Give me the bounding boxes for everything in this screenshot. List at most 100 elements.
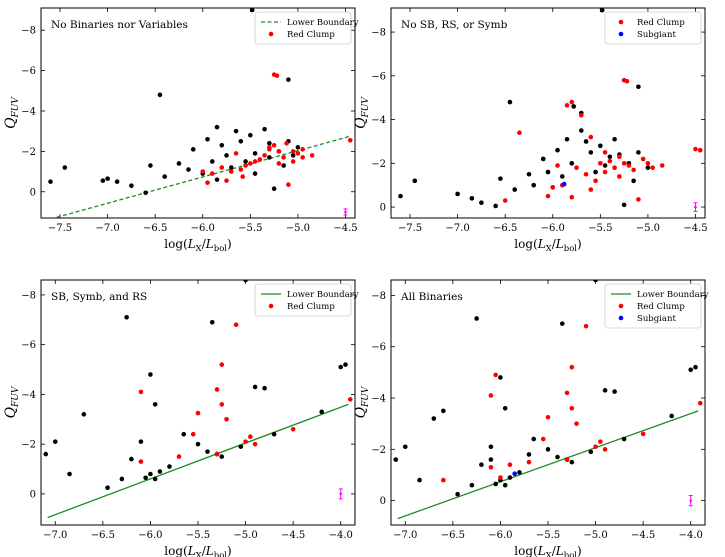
data-point <box>343 362 348 367</box>
legend-marker-swatch <box>618 31 624 37</box>
data-point <box>455 491 460 497</box>
x-tick-label: −6.0 <box>138 530 162 541</box>
red-clump-point <box>240 174 246 179</box>
legend-label: Red Clump <box>637 302 685 312</box>
data-point <box>526 171 532 177</box>
red-clump-point <box>233 151 239 156</box>
lower-boundary-line <box>51 135 351 218</box>
legend-marker-swatch <box>268 303 274 309</box>
red-clump-point <box>636 197 641 202</box>
ylabel-sub: FUV <box>361 385 371 408</box>
red-clump-point <box>569 364 575 370</box>
xlabel-label: log(LX/Lbol) <box>164 237 231 254</box>
data-point <box>569 161 575 166</box>
data-point <box>52 439 58 444</box>
xlabel-text: ) <box>577 237 582 251</box>
red-clump-point <box>209 171 215 176</box>
red-clump-point <box>631 167 636 173</box>
ylabel-label: QFUV <box>3 385 21 418</box>
data-point <box>621 202 627 208</box>
y-tick-label: −8 <box>21 290 36 301</box>
red-clump-point <box>569 99 575 105</box>
data-point <box>402 444 408 450</box>
red-clump-point <box>640 431 646 437</box>
data-point <box>219 143 225 148</box>
x-tick-label: −5.5 <box>238 223 262 234</box>
x-tick-label: −5.0 <box>636 223 660 234</box>
data-point <box>507 475 513 480</box>
axes-frame <box>40 279 356 526</box>
red-clump-point <box>219 165 225 170</box>
x-tick-label: −7.0 <box>95 223 119 234</box>
data-point <box>571 104 576 109</box>
chart-panel-4: −7.0 −6.5 −6.0 −5.5 −5.0 −4.5 −4.0 0 −2 −4 −6 −8 All… <box>353 279 709 557</box>
data-point <box>564 136 570 142</box>
data-point <box>286 77 291 82</box>
red-clump-point <box>617 174 622 179</box>
x-tick-label: −6.0 <box>541 223 565 234</box>
y-tick-label: −8 <box>21 26 36 37</box>
data-point <box>152 476 158 482</box>
data-point <box>119 476 125 482</box>
red-clump-point <box>284 140 289 146</box>
data-point <box>398 193 403 199</box>
xlabel-text: L <box>537 544 546 557</box>
plot-area <box>398 8 703 212</box>
red-clump-point <box>602 169 608 175</box>
red-clump-point <box>290 159 296 164</box>
data-point <box>252 151 258 156</box>
red-clump-point <box>138 459 144 464</box>
data-point <box>593 280 598 283</box>
error-bar-point <box>694 205 697 209</box>
red-clump-point <box>564 457 570 462</box>
red-clump-point <box>195 410 201 416</box>
legend-marker-swatch <box>268 31 274 37</box>
xlabel-sub: bol <box>564 551 578 557</box>
red-clump-point <box>248 434 253 440</box>
red-clump-point <box>274 73 280 78</box>
data-point <box>479 200 484 205</box>
legend-marker-swatch <box>618 315 624 321</box>
data-point <box>152 402 158 407</box>
y-tick-label: −4 <box>21 106 36 117</box>
data-point <box>224 153 229 158</box>
x-tick-label: −6.0 <box>488 530 512 541</box>
data-point <box>469 482 475 488</box>
red-clump-point <box>488 393 494 398</box>
error-bar-point <box>344 210 347 214</box>
data-point <box>621 436 627 442</box>
data-point <box>559 321 565 326</box>
red-clump-point <box>607 158 613 164</box>
legend-label: Red Clump <box>287 30 335 40</box>
xlabel-text: L <box>555 544 564 557</box>
ylabel-sub: FUV <box>11 385 21 408</box>
data-point <box>48 179 53 184</box>
x-tick-label: −7.5 <box>48 223 72 234</box>
data-point <box>281 163 286 168</box>
legend-label: Subgiant <box>637 30 676 40</box>
xlabel-text: ) <box>227 237 232 251</box>
ylabel-label: QFUV <box>353 96 371 129</box>
red-clump-point <box>238 167 244 172</box>
red-clump-point <box>243 439 248 444</box>
red-clump-point <box>540 436 546 442</box>
data-point <box>517 470 522 475</box>
red-clump-point <box>276 161 282 166</box>
data-point <box>493 203 498 209</box>
red-clump-point <box>697 147 703 153</box>
x-tick-label: −5.5 <box>536 530 560 541</box>
red-clump-point <box>526 459 532 465</box>
data-point <box>569 459 575 465</box>
xlabel-text: log( <box>514 237 537 251</box>
red-clump-point <box>617 154 622 160</box>
legend: Lower Boundary Red Clump <box>254 283 359 317</box>
red-clump-point <box>588 187 594 192</box>
data-point <box>526 452 532 457</box>
panel-title: SB, Symb, and RS <box>51 291 147 303</box>
red-clump-point <box>190 431 196 437</box>
ylabel-main: Q <box>353 406 369 418</box>
panel-title: No Binaries nor Variables <box>51 19 188 31</box>
red-clump-point <box>300 147 305 152</box>
data-point <box>636 150 641 155</box>
data-point <box>81 412 87 417</box>
